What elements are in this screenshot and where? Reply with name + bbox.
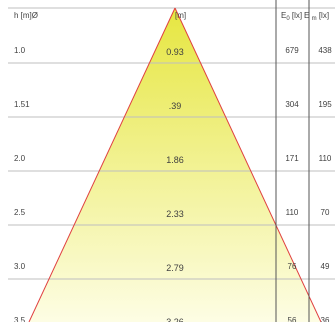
height-value: 3.0 <box>14 262 26 271</box>
cone-edge-right <box>174 7 322 322</box>
diameter-value: 3.26 <box>166 317 184 322</box>
height-value: 1.0 <box>14 46 26 55</box>
e0-unit: [lx] <box>291 11 303 20</box>
diameter-unit-header: [m] <box>175 11 187 20</box>
e0-header: E0 [lx] <box>281 11 303 23</box>
em-value: 438 <box>318 46 332 55</box>
e0-letter: E <box>281 11 287 20</box>
e0-value: 679 <box>285 46 299 55</box>
em-header: E m [lx] <box>304 11 330 23</box>
em-value: 110 <box>318 154 332 163</box>
diameter-value: 1.86 <box>166 155 184 165</box>
cone-edge-left <box>28 7 176 322</box>
diameter-symbol: Ø <box>31 11 39 20</box>
diameter-value: 0.93 <box>166 47 184 57</box>
em-value: 195 <box>318 100 332 109</box>
e0-value: 56 <box>287 316 297 322</box>
diameter-value: 2.79 <box>166 263 184 273</box>
height-header: h [m]Ø <box>14 12 38 20</box>
light-cone-fill <box>29 8 321 322</box>
diameter-value: 2.33 <box>166 209 184 219</box>
e0-value: 304 <box>285 100 299 109</box>
e0-subscript: 0 <box>286 16 290 22</box>
height-value: 2.0 <box>14 154 26 163</box>
em-subscript: m <box>311 16 317 22</box>
e0-value: 76 <box>287 262 297 271</box>
diameter-value: .39 <box>168 101 182 111</box>
em-letter: E <box>304 11 310 20</box>
em-unit: [lx] <box>318 11 330 20</box>
height-value: 2.5 <box>14 208 26 217</box>
e0-value: 110 <box>285 208 299 217</box>
e0-value: 171 <box>285 154 299 163</box>
em-value: 49 <box>320 262 330 271</box>
height-header-label: h [m] <box>14 11 32 20</box>
em-value: 70 <box>320 208 330 217</box>
height-value: 1.51 <box>14 100 30 109</box>
height-value: 3.5 <box>14 316 26 322</box>
em-value: 36 <box>320 316 330 322</box>
